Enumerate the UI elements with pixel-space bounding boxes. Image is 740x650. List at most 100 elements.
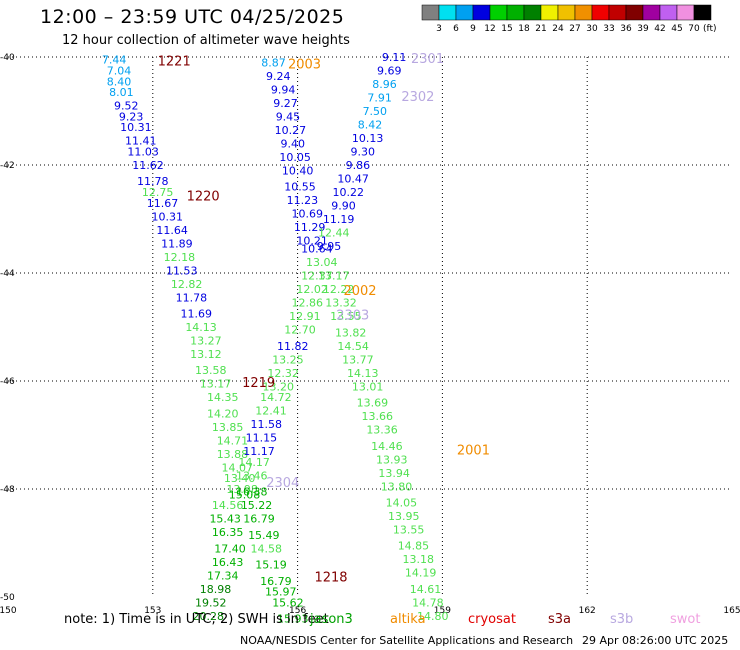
data-point-label: 11.78 — [137, 175, 169, 188]
data-point-label: 10.05 — [279, 151, 311, 164]
colorbar-swatch — [455, 4, 474, 21]
colorbar-swatch — [523, 4, 542, 21]
data-point-label: 13.27 — [190, 335, 222, 348]
data-point-label: 11.29 — [294, 221, 326, 234]
data-point-label: 16.43 — [212, 556, 244, 569]
data-point-label: 10.22 — [333, 186, 365, 199]
data-point-label: 12.82 — [171, 278, 203, 291]
data-point-label: 10.69 — [292, 208, 324, 221]
y-tick-label: -40 — [0, 53, 15, 63]
data-point-label: 13.95 — [388, 510, 420, 523]
data-point-label: 13.55 — [393, 524, 425, 537]
data-point-label: 13.94 — [378, 467, 410, 480]
colorbar-label: 12 — [484, 24, 495, 34]
colorbar-unit: (ft) — [703, 24, 717, 34]
data-point-label: 13.12 — [190, 348, 222, 361]
data-point-label: 9.11 — [382, 51, 407, 64]
y-tick-label: -50 — [0, 593, 15, 603]
data-point-label: 8.01 — [109, 86, 134, 99]
data-point-label: 12.91 — [289, 310, 321, 323]
data-point-label: 13.17 — [200, 378, 232, 391]
data-point-label: 16.79 — [260, 575, 292, 588]
track-label: 2304 — [266, 476, 299, 491]
track-label: 1218 — [314, 570, 347, 585]
data-point-label: 11.41 — [125, 135, 157, 148]
data-point-label: 14.61 — [410, 583, 442, 596]
colorbar-swatch — [421, 4, 440, 21]
data-point-label: 13.46 — [236, 470, 268, 483]
data-point-label: 9.24 — [266, 70, 291, 83]
data-point-label: 9.27 — [273, 97, 298, 110]
data-point-label: 11.82 — [277, 340, 309, 353]
data-point-label: 12.18 — [164, 251, 196, 264]
data-point-label: 11.67 — [147, 197, 179, 210]
data-point-label: 13.17 — [318, 270, 350, 283]
data-point-label: 16.38 — [236, 486, 268, 499]
data-point-label: 11.64 — [156, 224, 188, 237]
data-point-label: 12.41 — [255, 405, 287, 418]
data-point-label: 9.69 — [377, 65, 402, 78]
data-point-label: 14.07 — [222, 461, 254, 474]
data-point-label: 13.01 — [352, 380, 384, 393]
data-point-label: 20.28 — [193, 610, 225, 623]
data-point-label: 9.94 — [271, 83, 296, 96]
data-point-label: 14.54 — [337, 340, 369, 353]
data-point-label: 8.87 — [261, 56, 286, 69]
colorbar-swatch — [591, 4, 610, 21]
colorbar-label: 30 — [586, 24, 598, 34]
colorbar-swatch — [642, 4, 661, 21]
data-point-label: 16.35 — [212, 526, 244, 539]
data-point-label: 16.79 — [243, 513, 275, 526]
colorbar-label: 24 — [552, 24, 564, 34]
colorbar-label: 45 — [671, 24, 682, 34]
data-point-label: 10.40 — [282, 164, 314, 177]
x-tick-label: 165 — [723, 606, 740, 616]
data-point-label: 13.93 — [376, 453, 408, 466]
colorbar-swatch — [676, 4, 695, 21]
colorbar-label: 6 — [453, 24, 459, 34]
data-point-label: 15.49 — [248, 529, 280, 542]
data-point-label: 14.35 — [207, 391, 239, 404]
data-point-label: 11.03 — [127, 146, 159, 159]
footer-timestamp: 29 Apr 08:26:00 UTC 2025 — [582, 634, 729, 647]
data-point-label: 11.69 — [180, 308, 212, 321]
data-point-label: 10.21 — [296, 235, 328, 248]
data-point-label: 15.93 — [277, 613, 309, 626]
data-point-label: 11.19 — [323, 213, 355, 226]
colorbar-swatch — [693, 4, 712, 21]
track-label: 2301 — [411, 52, 444, 67]
data-point-label: 14.58 — [250, 542, 282, 555]
colorbar-label: 36 — [620, 24, 632, 34]
colorbar-swatch — [625, 4, 644, 21]
data-point-label: 15.22 — [241, 499, 273, 512]
colorbar-label: 70 — [688, 24, 700, 34]
satellite-label-cryosat: cryosat — [468, 612, 516, 627]
colorbar-legend: 3 6 9 12 15 18 21 24 27 30 33 36 39 42 45 70 (ft) — [421, 4, 717, 34]
satellite-label-s3a: s3a — [548, 612, 572, 627]
data-point-label: 17.34 — [207, 569, 239, 582]
colorbar-swatch — [540, 4, 559, 21]
data-point-label: 9.90 — [331, 200, 356, 213]
data-point-label: 11.62 — [132, 159, 164, 172]
data-point-label: 12.44 — [318, 227, 350, 240]
data-point-label: 10.27 — [275, 124, 307, 137]
data-point-label: 9.52 — [114, 100, 139, 113]
data-point-label: 11.53 — [166, 264, 198, 277]
data-point-label: 13.80 — [381, 480, 413, 493]
data-point-label: 9.45 — [276, 110, 301, 123]
data-point-label: 12.86 — [292, 297, 324, 310]
data-point-label: 14.71 — [217, 434, 249, 447]
x-tick-label: 156 — [289, 606, 306, 616]
data-point-label: 15.19 — [255, 559, 287, 572]
data-points: 7.447.048.408.019.529.2310.3111.4111.031… — [102, 51, 449, 626]
data-point-label: 19.52 — [195, 596, 227, 609]
data-point-label: 9.95 — [317, 240, 342, 253]
x-tick-label: 153 — [144, 606, 161, 616]
track-label: 2303 — [336, 309, 369, 324]
colorbar-swatch — [659, 4, 678, 21]
footer-credit: NOAA/NESDIS Center for Satellite Applica… — [240, 634, 574, 647]
data-point-label: 11.17 — [243, 445, 275, 458]
data-point-label: 14.13 — [185, 321, 217, 334]
colorbar-label: 39 — [637, 24, 649, 34]
